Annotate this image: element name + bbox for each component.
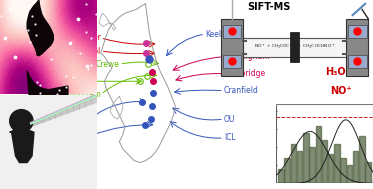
Bar: [278, 169, 283, 183]
Polygon shape: [10, 130, 34, 163]
Bar: [235, 38, 354, 57]
Bar: [341, 158, 346, 183]
Polygon shape: [31, 94, 97, 127]
Text: UWE Bristol: UWE Bristol: [45, 115, 90, 124]
Text: Keele: Keele: [205, 29, 226, 39]
Bar: [366, 162, 371, 183]
Text: Cranfield: Cranfield: [224, 86, 258, 95]
Polygon shape: [27, 0, 53, 56]
Text: SIFT-MS: SIFT-MS: [247, 2, 290, 12]
Bar: [348, 25, 367, 38]
Bar: [290, 32, 300, 62]
Text: H₃O⁺: H₃O⁺: [325, 67, 351, 77]
Bar: [322, 140, 327, 183]
Text: O₂⁺: O₂⁺: [334, 105, 352, 115]
Text: NO$^+$ + CH$_3$COCH$_3$ $\rightarrow$ CH$_3$COCHNO$^+$: NO$^+$ + CH$_3$COCH$_3$ $\rightarrow$ CH…: [254, 43, 335, 51]
Bar: [223, 55, 241, 68]
Bar: [223, 25, 241, 38]
Bar: [291, 144, 296, 183]
Polygon shape: [27, 71, 68, 94]
Bar: [303, 133, 308, 183]
Bar: [316, 126, 321, 183]
Text: Southampton: Southampton: [38, 132, 90, 141]
Bar: [297, 151, 302, 183]
Text: Aberystwyth: Aberystwyth: [45, 77, 93, 86]
Bar: [309, 147, 315, 183]
Bar: [347, 19, 368, 76]
Text: Liverpool: Liverpool: [65, 46, 101, 56]
Bar: [284, 158, 290, 183]
Text: OU: OU: [224, 115, 235, 124]
Text: NO⁺: NO⁺: [330, 86, 352, 96]
Bar: [221, 19, 243, 76]
Circle shape: [10, 110, 33, 132]
Text: Manchester: Manchester: [56, 33, 101, 42]
Text: Crewe: Crewe: [95, 60, 119, 69]
Bar: [334, 144, 340, 183]
Text: Cambridge: Cambridge: [224, 69, 266, 78]
Bar: [359, 136, 365, 183]
Bar: [347, 165, 352, 183]
Text: Birmingham: Birmingham: [54, 90, 101, 99]
Bar: [353, 151, 358, 183]
Bar: [348, 55, 367, 68]
Text: ICL: ICL: [224, 133, 236, 143]
Bar: [328, 154, 333, 183]
Text: Nottingham: Nottingham: [224, 52, 269, 61]
